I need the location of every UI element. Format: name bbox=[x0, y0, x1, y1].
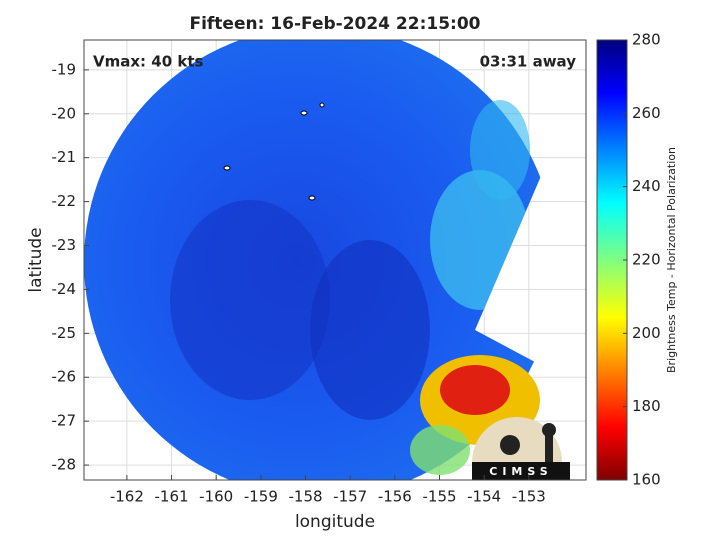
colorbar-tick-label: 200 bbox=[632, 324, 661, 342]
annotation: Vmax: 40 kts bbox=[93, 53, 203, 71]
y-tick-label: -20 bbox=[52, 104, 77, 122]
y-tick-label: -21 bbox=[52, 148, 77, 166]
x-axis-label: longitude bbox=[295, 512, 375, 532]
colorbar-label: Brightness Temp - Horizontal Polarizatio… bbox=[665, 147, 678, 373]
y-tick-label: -23 bbox=[52, 236, 77, 254]
logo: CIMSS bbox=[472, 417, 570, 480]
y-tick-label: -26 bbox=[52, 368, 77, 386]
x-tick-label: -160 bbox=[199, 488, 233, 506]
colorbar-tick-label: 220 bbox=[632, 251, 661, 269]
y-tick-label: -27 bbox=[52, 412, 77, 430]
x-tick-label: -159 bbox=[244, 488, 278, 506]
x-tick-label: -153 bbox=[512, 488, 546, 506]
logo-text: CIMSS bbox=[489, 465, 552, 478]
x-tick-label: -155 bbox=[422, 488, 456, 506]
colorbar-tick-label: 160 bbox=[632, 471, 661, 489]
y-tick-label: -24 bbox=[52, 280, 77, 298]
x-tick-label: -157 bbox=[333, 488, 367, 506]
x-tick-label: -156 bbox=[378, 488, 412, 506]
y-tick-label: -25 bbox=[52, 324, 77, 342]
x-tick-label: -154 bbox=[467, 488, 501, 506]
colorbar-tick-label: 260 bbox=[632, 104, 661, 122]
chart-title: Fifteen: 16-Feb-2024 22:15:00 bbox=[189, 14, 480, 34]
colorbar-tick-label: 180 bbox=[632, 397, 661, 415]
x-tick-label: -161 bbox=[155, 488, 189, 506]
colorbar bbox=[596, 39, 628, 481]
image bbox=[84, 40, 556, 480]
y-tick-label: -28 bbox=[52, 456, 77, 474]
colorbar-tick-label: 240 bbox=[632, 177, 661, 195]
x-tick-label: -158 bbox=[288, 488, 322, 506]
y-axis-label: latitude bbox=[26, 227, 46, 292]
y-tick-label: -19 bbox=[52, 60, 77, 78]
x-tick-label: -162 bbox=[110, 488, 144, 506]
y-tick-label: -22 bbox=[52, 192, 77, 210]
annotation: 03:31 away bbox=[480, 53, 577, 71]
colorbar-tick-label: 280 bbox=[632, 31, 661, 49]
plot-frame bbox=[83, 39, 587, 481]
